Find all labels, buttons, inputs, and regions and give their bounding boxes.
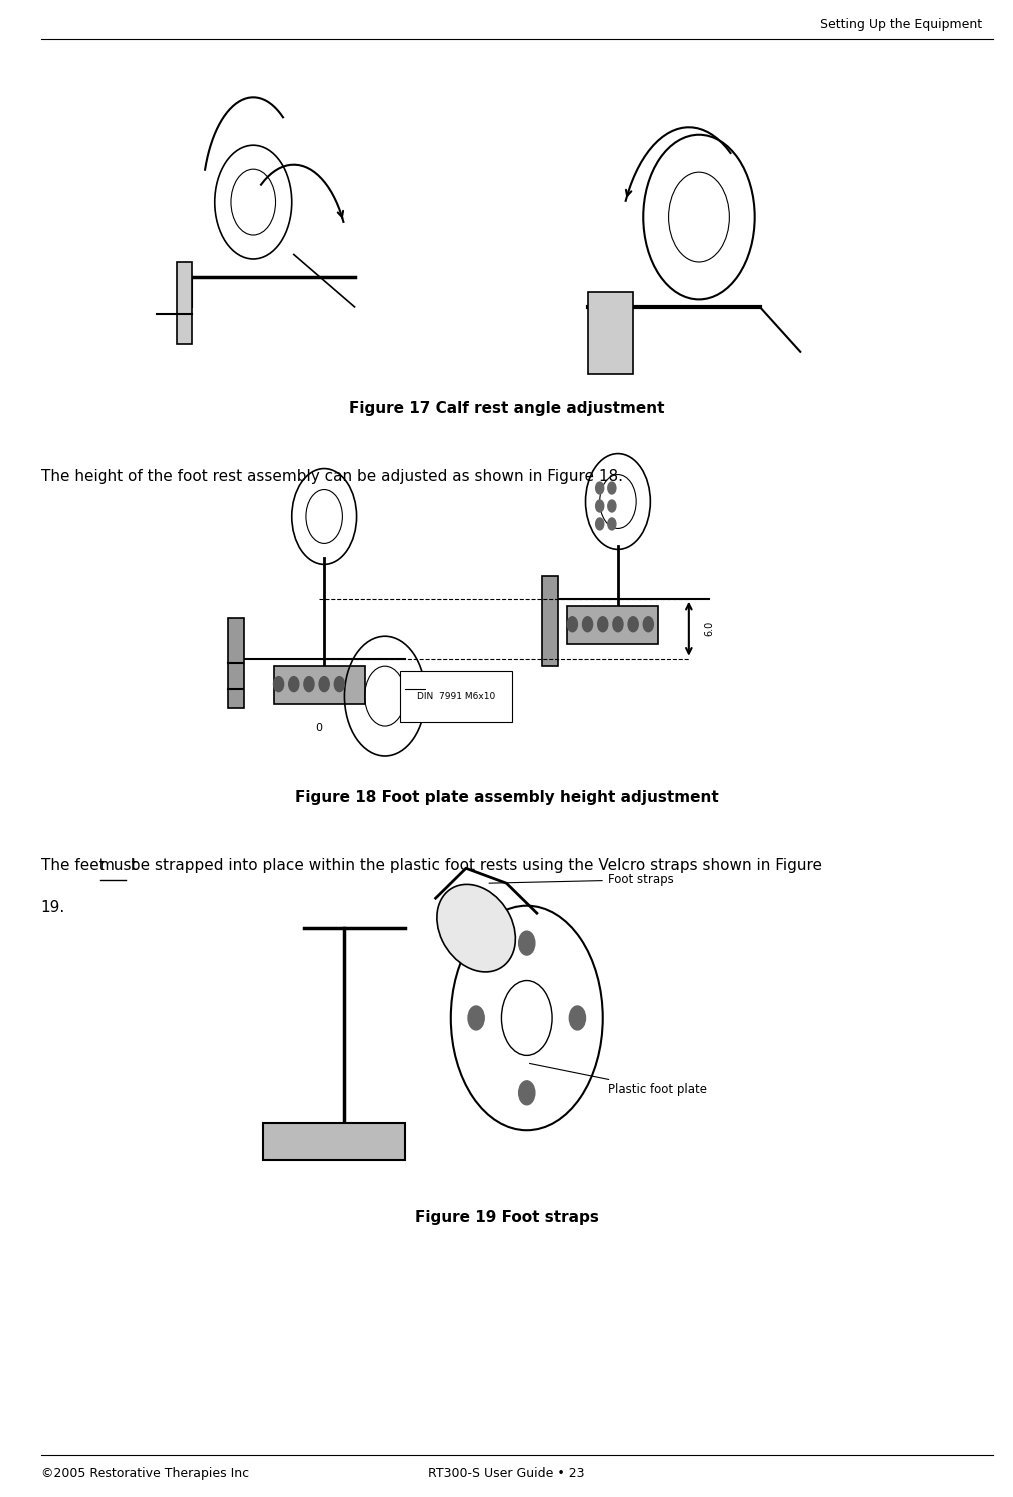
Circle shape	[274, 677, 284, 692]
FancyBboxPatch shape	[400, 671, 512, 722]
Circle shape	[468, 1006, 484, 1030]
Text: Foot straps: Foot straps	[489, 873, 674, 886]
Circle shape	[596, 482, 604, 494]
Circle shape	[334, 677, 344, 692]
Text: DIN  7991 M6x10: DIN 7991 M6x10	[416, 692, 495, 701]
FancyBboxPatch shape	[567, 606, 658, 644]
Circle shape	[519, 1081, 535, 1105]
Text: must: must	[99, 858, 139, 873]
Circle shape	[613, 617, 623, 632]
Circle shape	[596, 518, 604, 530]
Text: be strapped into place within the plastic foot rests using the Velcro straps sho: be strapped into place within the plasti…	[126, 858, 823, 873]
Circle shape	[289, 677, 299, 692]
Text: Plastic foot plate: Plastic foot plate	[530, 1063, 707, 1096]
Text: 0: 0	[316, 723, 322, 734]
Text: ©2005 Restorative Therapies Inc: ©2005 Restorative Therapies Inc	[41, 1467, 248, 1481]
Circle shape	[319, 677, 329, 692]
FancyBboxPatch shape	[228, 618, 244, 708]
Text: Setting Up the Equipment: Setting Up the Equipment	[821, 18, 983, 31]
Circle shape	[608, 500, 616, 512]
Text: 19.: 19.	[41, 900, 65, 915]
Circle shape	[608, 482, 616, 494]
Text: 6.0: 6.0	[704, 621, 714, 636]
Circle shape	[304, 677, 314, 692]
Circle shape	[519, 931, 535, 955]
Circle shape	[608, 518, 616, 530]
Text: The height of the foot rest assembly can be adjusted as shown in Figure 18.: The height of the foot rest assembly can…	[41, 469, 623, 484]
FancyBboxPatch shape	[274, 666, 365, 704]
FancyBboxPatch shape	[542, 576, 558, 666]
Text: The feet: The feet	[41, 858, 109, 873]
Ellipse shape	[437, 885, 516, 972]
Circle shape	[567, 617, 577, 632]
Text: Figure 19 Foot straps: Figure 19 Foot straps	[414, 1210, 599, 1225]
Circle shape	[582, 617, 593, 632]
FancyBboxPatch shape	[177, 262, 192, 344]
Circle shape	[628, 617, 638, 632]
Text: RT300-S User Guide • 23: RT300-S User Guide • 23	[428, 1467, 585, 1481]
Circle shape	[596, 500, 604, 512]
Circle shape	[643, 617, 653, 632]
Text: Figure 17 Calf rest angle adjustment: Figure 17 Calf rest angle adjustment	[348, 401, 665, 416]
Circle shape	[569, 1006, 586, 1030]
Circle shape	[598, 617, 608, 632]
FancyBboxPatch shape	[263, 1123, 405, 1160]
Text: Figure 18 Foot plate assembly height adjustment: Figure 18 Foot plate assembly height adj…	[295, 790, 718, 805]
FancyBboxPatch shape	[588, 292, 633, 374]
